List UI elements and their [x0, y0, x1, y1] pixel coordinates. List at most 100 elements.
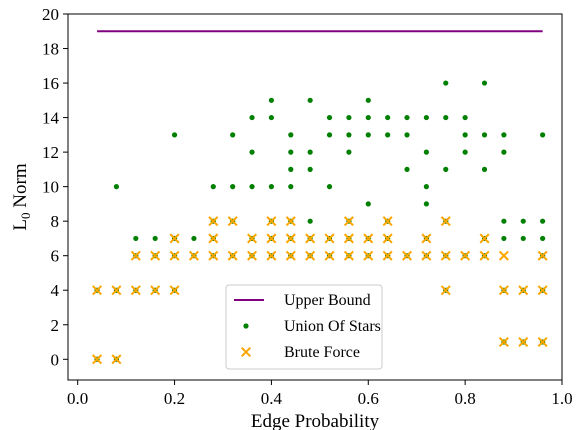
- brute-force-point: [285, 233, 296, 244]
- x-tick-label: 0.0: [67, 389, 88, 408]
- union-of-stars-point: [326, 184, 333, 190]
- union-of-stars-point: [268, 184, 275, 190]
- union-of-stars-point: [249, 184, 255, 190]
- union-of-stars-point: [423, 149, 429, 155]
- x-tick-label: 0.4: [261, 389, 283, 408]
- x-tick-label: 1.0: [551, 389, 572, 408]
- union-of-stars-point: [288, 166, 294, 172]
- brute-force-point: [169, 285, 180, 296]
- brute-force-point: [498, 285, 509, 296]
- tick-layer: 0.0 0.2 0.4 0.6 0.8 1.0 0 2 4 6 8 10 12 14 16 18 20: [42, 5, 573, 408]
- brute-force-point: [440, 285, 451, 296]
- brute-force-point: [130, 250, 141, 261]
- union-of-stars-point: [540, 132, 546, 138]
- union-of-stars-point: [307, 97, 313, 103]
- y-tick-label: 2: [51, 316, 60, 335]
- x-tick-label: 0.6: [358, 389, 379, 408]
- union-of-stars-point: [481, 80, 488, 86]
- brute-force-point: [285, 216, 296, 227]
- union-of-stars-point: [365, 114, 371, 121]
- union-of-stars-point: [520, 235, 526, 242]
- brute-force-point: [324, 250, 335, 261]
- brute-force-point: [460, 250, 471, 261]
- union-of-stars-point: [249, 149, 255, 155]
- union-of-stars-point: [404, 166, 410, 172]
- y-axis-title: L0 Norm: [10, 163, 33, 230]
- union-of-stars-point: [346, 132, 352, 138]
- legend-label: Upper Bound: [284, 292, 371, 309]
- brute-force-point: [479, 250, 490, 261]
- union-of-stars-point: [152, 235, 158, 242]
- union-of-stars-point: [520, 218, 526, 224]
- brute-force-point: [537, 337, 548, 348]
- union-of-stars-point: [307, 149, 313, 155]
- y-axis-title-rest: Norm: [10, 163, 31, 212]
- brute-force-point: [266, 250, 277, 261]
- y-tick-label: 12: [42, 143, 59, 162]
- union-of-stars-point: [501, 235, 507, 242]
- brute-force-point: [498, 250, 509, 261]
- brute-force-point: [150, 250, 161, 261]
- brute-force-point: [382, 216, 393, 227]
- union-of-stars-point: [481, 132, 488, 138]
- union-of-stars-point: [365, 97, 371, 103]
- union-of-stars-point: [346, 149, 352, 155]
- union-of-stars-point: [540, 235, 546, 242]
- x-tick-label: 0.8: [455, 389, 476, 408]
- union-of-stars-point: [501, 218, 507, 224]
- brute-force-point: [382, 233, 393, 244]
- union-of-stars-point: [501, 132, 507, 138]
- union-of-stars-point: [462, 149, 468, 155]
- brute-force-point: [324, 233, 335, 244]
- brute-force-point: [169, 250, 180, 261]
- union-of-stars-point: [326, 132, 333, 138]
- brute-force-point: [111, 285, 122, 296]
- brute-force-point: [402, 250, 413, 261]
- x-tick-label: 0.2: [164, 389, 185, 408]
- brute-force-point: [479, 233, 490, 244]
- union-of-stars-point: [133, 235, 139, 242]
- brute-force-point: [266, 233, 277, 244]
- brute-force-series: [92, 216, 548, 365]
- brute-force-point: [498, 337, 509, 348]
- brute-force-point: [363, 250, 374, 261]
- union-of-stars-point: [481, 166, 488, 172]
- brute-force-point: [188, 250, 199, 261]
- plot-area: [92, 30, 548, 365]
- union-of-stars-point: [423, 201, 429, 207]
- y-tick-label: 10: [42, 178, 59, 197]
- brute-force-point: [150, 285, 161, 296]
- brute-force-point: [169, 233, 180, 244]
- union-of-stars-point: [230, 132, 236, 138]
- union-of-stars-point: [423, 114, 429, 121]
- union-of-stars-point: [210, 184, 216, 190]
- legend-dot-swatch: [243, 323, 249, 329]
- y-axis-title-main: L: [10, 219, 31, 231]
- brute-force-point: [208, 250, 219, 261]
- y-tick-label: 18: [42, 40, 59, 59]
- union-of-stars-point: [540, 218, 546, 224]
- brute-force-point: [208, 233, 219, 244]
- union-of-stars-point: [423, 184, 429, 190]
- union-of-stars-point: [404, 132, 410, 138]
- brute-force-point: [130, 285, 141, 296]
- y-tick-label: 14: [42, 109, 60, 128]
- brute-force-point: [343, 216, 354, 227]
- brute-force-point: [266, 216, 277, 227]
- union-of-stars-point: [443, 80, 449, 86]
- union-of-stars-point: [288, 132, 294, 138]
- legend-label: Union Of Stars: [284, 318, 381, 335]
- union-of-stars-point: [404, 114, 410, 121]
- brute-force-point: [343, 250, 354, 261]
- brute-force-point: [111, 354, 122, 365]
- y-tick-label: 20: [42, 5, 59, 24]
- brute-force-point: [247, 233, 258, 244]
- brute-force-point: [285, 250, 296, 261]
- union-of-stars-point: [385, 114, 391, 121]
- axes-frame: [67, 13, 563, 381]
- brute-force-point: [440, 216, 451, 227]
- brute-force-point: [421, 233, 432, 244]
- union-of-stars-point: [346, 114, 352, 121]
- brute-force-point: [305, 250, 316, 261]
